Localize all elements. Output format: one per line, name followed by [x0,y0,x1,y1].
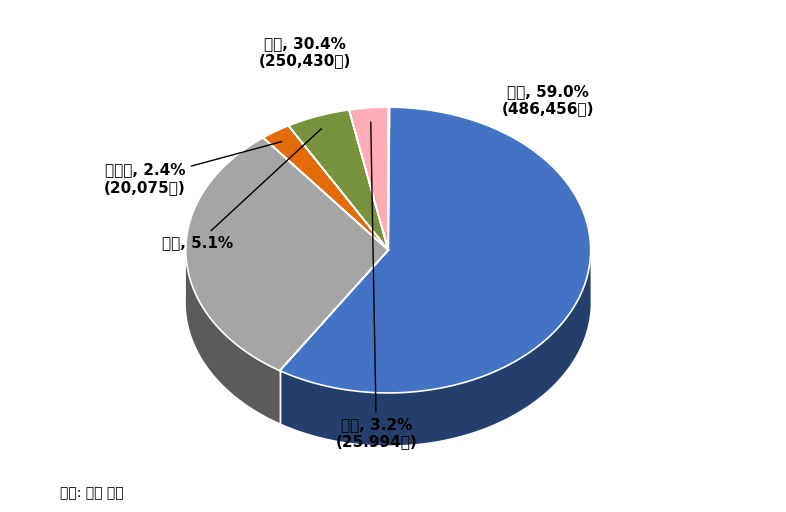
Text: 캐나다, 2.4%
(20,075건): 캐나다, 2.4% (20,075건) [104,142,282,195]
Text: 기타, 30.4%
(250,430건): 기타, 30.4% (250,430건) [259,36,351,69]
Polygon shape [280,107,590,393]
Polygon shape [280,246,590,445]
Polygon shape [185,246,280,423]
Polygon shape [263,126,388,250]
Polygon shape [185,138,388,371]
Polygon shape [288,110,388,250]
Text: 한국, 5.1%: 한국, 5.1% [163,129,321,250]
Text: 중국, 3.2%
(25.994건): 중국, 3.2% (25.994건) [336,122,417,450]
Polygon shape [349,107,390,250]
Text: 자료: 저자 작성: 자료: 저자 작성 [60,486,123,500]
Text: 미국, 59.0%
(486,456건): 미국, 59.0% (486,456건) [501,84,594,116]
